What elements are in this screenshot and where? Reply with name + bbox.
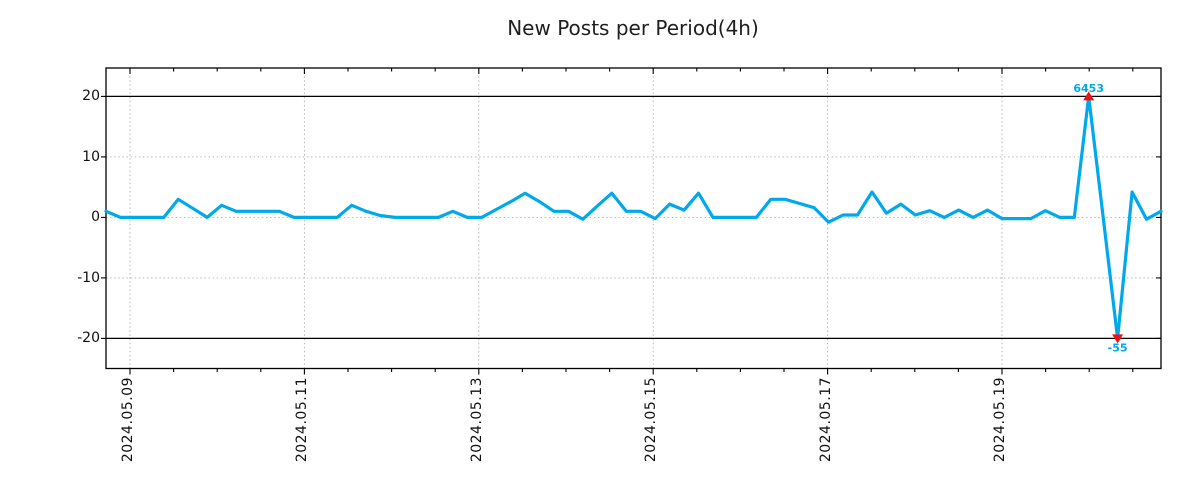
x-tick-label: 2024.05.11 — [294, 376, 311, 462]
chart-title: New Posts per Period(4h) — [507, 16, 759, 40]
y-tick-label: 0 — [91, 209, 100, 226]
y-tick-label: 20 — [82, 88, 100, 105]
annotation-label: -55 — [1108, 341, 1128, 354]
caret-up-marker — [1083, 91, 1095, 101]
caret-down-marker — [1112, 334, 1124, 344]
x-tick-label: 2024.05.13 — [468, 376, 485, 462]
y-tick-label: 10 — [82, 148, 100, 165]
x-tick-label: 2024.05.09 — [120, 376, 136, 462]
x-tick-label: 2024.05.19 — [992, 376, 1008, 462]
x-tick-label: 2024.05.15 — [643, 376, 660, 462]
x-tick-label: 2024.05.17 — [817, 376, 834, 462]
y-tick-label: -10 — [77, 269, 100, 286]
plot-border — [105, 67, 1162, 370]
annotation-label: 6453 — [1073, 82, 1104, 95]
y-tick-label: -20 — [77, 330, 100, 347]
series-line — [104, 94, 1163, 340]
